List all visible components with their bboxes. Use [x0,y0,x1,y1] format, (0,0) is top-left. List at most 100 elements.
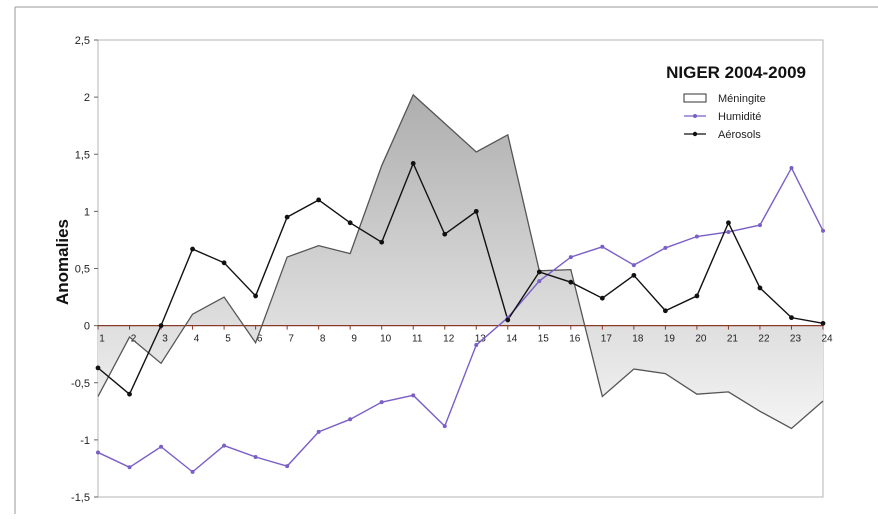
x-tick-label: 19 [664,334,676,345]
aerosols-data-point [631,272,637,278]
aerosols-data-point [221,260,227,266]
humidite-data-point [348,417,353,422]
meningite-area-fill [98,94,823,429]
aerosols-data-point [568,279,574,285]
y-tick-label: 1,5 [75,149,90,161]
humidite-data-point [474,343,479,348]
legend-label-humidite: Humidité [718,111,761,123]
x-tick-label: 13 [475,334,487,345]
humidite-data-point [568,255,573,260]
x-tick-label: 4 [194,334,200,345]
humidite-data-point [222,443,227,448]
y-axis-label: Anomalies [53,219,72,305]
humidite-data-point [821,228,825,233]
aerosols-data-point [694,293,700,299]
humidite-data-point [253,455,258,460]
aerosols-data-point [726,220,731,226]
x-tick-label: 22 [758,334,770,345]
humidite-data-point [663,245,668,250]
aerosols-data-point [536,269,542,275]
aerosols-data-point [505,317,511,323]
aerosols-data-point [253,293,259,299]
x-tick-label: 24 [821,334,833,345]
x-tick-label: 7 [288,334,294,345]
x-tick-label: 15 [538,334,550,345]
humidite-data-point [379,400,384,405]
x-tick-label: 14 [506,334,518,345]
humidite-data-point [726,229,731,234]
humidite-data-point [411,393,416,398]
aerosols-data-point [442,231,448,237]
x-tick-label: 9 [351,334,357,345]
meningite-area-layer [98,94,823,429]
x-tick-label: 3 [162,334,168,345]
x-tick-label: 20 [695,334,707,345]
aerosols-data-point [347,220,353,226]
y-tick-label: -1,5 [71,492,90,504]
legend-label-aerosols: Aérosols [718,129,761,141]
humidite-data-point [127,465,132,470]
humidite-data-point [96,450,100,455]
aerosols-data-point [158,323,164,329]
humidite-data-point [442,424,447,429]
x-tick-label: 5 [225,334,231,345]
humidite-data-point [789,165,794,170]
humidite-data-point [190,469,195,474]
humidite-data-point [159,444,164,449]
aerosols-data-point [789,315,794,321]
legend-label-meningite: Méningite [718,93,766,105]
x-tick-label: 18 [632,334,644,345]
x-tick-label: 11 [412,334,423,345]
humidite-data-point [285,464,290,469]
x-tick-layer: 1 2 3 4 5 6 7 8 9 10 11 12 13 14 15 16 17 18 19 20 21 22 23 24 [97,325,833,345]
series-line-layer [97,93,824,473]
aerosols-data-point [316,197,322,203]
humidite-data-point [537,279,542,284]
y-tick-label: 0,5 [75,264,90,276]
humidite-data-point [757,223,762,228]
legend-swatch-meningite [683,93,707,103]
x-tick-label: 10 [380,334,392,345]
y-tick-label: 2,5 [75,35,90,47]
y-tick-label: -0,5 [71,378,90,390]
aerosols-data-point [127,391,132,397]
humidite-data-point [631,263,636,268]
aerosols-data-point [599,295,605,301]
y-tick-label: -1 [80,435,90,447]
legend: Méningite Humidité Aérosols [683,93,766,141]
chart-title: NIGER 2004-2009 [666,63,806,82]
x-tick-label: 21 [727,334,739,345]
aerosols-data-point [662,308,668,314]
x-tick-label: 12 [443,334,455,345]
aerosols-data-point [757,285,763,291]
x-tick-label: 6 [257,334,263,345]
aerosols-data-point [820,320,826,326]
meningite-area-line [97,93,824,430]
x-tick-label: 23 [790,334,802,345]
aerosols-data-point [410,160,416,166]
legend-marker-humidite [693,114,697,118]
humidite-data-point [316,429,321,434]
x-tick-label: 1 [99,334,105,345]
aerosols-data-point [284,214,290,220]
y-tick-label: 1 [84,206,90,218]
aerosols-data-point [95,365,101,371]
legend-marker-aerosols [692,131,698,137]
y-tick-layer: 2,5 2 1,5 1 0,5 0 -0,5 -1 -1,5 [71,35,98,504]
aerosols-series-line [97,161,824,396]
humidite-data-point [694,234,699,239]
y-tick-label: 2 [84,92,90,104]
x-tick-label: 8 [320,334,326,345]
aerosols-data-point [190,246,195,252]
x-tick-label: 2 [131,334,137,345]
y-tick-label: 0 [84,321,90,333]
aerosols-data-point [473,208,479,214]
x-tick-label: 17 [601,334,613,345]
humidite-series-line [97,166,824,473]
aerosols-data-point [379,239,385,245]
x-tick-label: 16 [569,334,581,345]
series-point-layer [95,160,826,474]
humidite-data-point [600,244,605,249]
